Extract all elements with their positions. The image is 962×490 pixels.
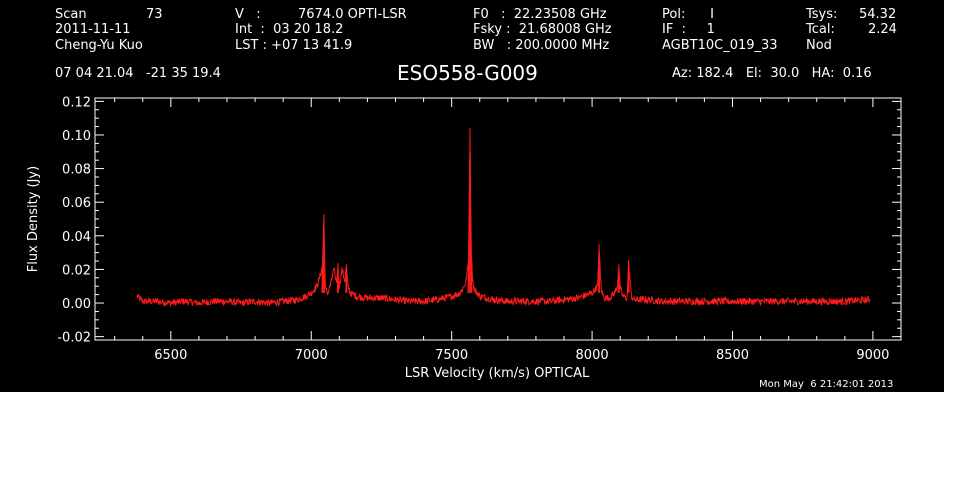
project-code: AGBT10C_019_33	[662, 38, 778, 53]
x-tick-label: 8500	[716, 348, 749, 363]
tsys-label: Tsys:	[806, 7, 838, 22]
tcal-label: Tcal:	[806, 22, 835, 37]
x-tick-label: 8000	[576, 348, 609, 363]
y-tick-label: 0.10	[62, 129, 91, 144]
scan-label: Scan	[55, 7, 87, 22]
observation-date: 2011-11-11	[55, 22, 131, 37]
y-tick-label: 0.08	[62, 163, 91, 178]
x-axis: 6500 7000 7500 8000 8500 9000	[114, 98, 902, 363]
spectrum-trace	[136, 128, 871, 307]
x-tick-label: 7000	[295, 348, 328, 363]
y-tick-label: 0.06	[62, 196, 91, 211]
polarization: Pol: I	[662, 7, 714, 22]
x-tick-label: 6500	[154, 348, 187, 363]
scan-value: 73	[146, 7, 163, 22]
velocity-value: 7674.0 OPTI-LSR	[298, 7, 407, 22]
velocity-label: V :	[235, 7, 261, 22]
tsys-value: 54.32	[859, 7, 897, 22]
observer-name: Cheng-Yu Kuo	[55, 38, 143, 53]
y-tick-label: 0.12	[62, 95, 91, 110]
x-tick-label: 7500	[435, 348, 468, 363]
y-tick-label: 0.02	[62, 263, 91, 278]
integration-time: Int : 03 20 18.2	[235, 22, 344, 37]
chart-title: ESO558-G009	[397, 61, 538, 85]
bandwidth: BW : 200.0000 MHz	[473, 38, 610, 53]
source-coordinates: 07 04 21.04 -21 35 19.4	[55, 66, 221, 81]
tcal-value: 2.24	[868, 22, 897, 37]
y-axis: -0.02 0.00 0.02 0.04 0.06 0.08 0.10 0.12	[57, 95, 901, 346]
x-axis-title: LSR Velocity (km/s) OPTICAL	[405, 366, 590, 381]
lst-readout: LST : +07 13 41.9	[235, 38, 353, 53]
y-tick-label: 0.00	[62, 297, 91, 312]
observing-mode: Nod	[806, 38, 832, 53]
x-tick-label: 9000	[856, 348, 889, 363]
y-tick-label: -0.02	[57, 331, 91, 346]
sky-frequency: Fsky : 21.68008 GHz	[473, 22, 612, 37]
plot-timestamp: Mon May 6 21:42:01 2013	[759, 379, 894, 390]
y-tick-label: 0.04	[62, 230, 91, 245]
if-number: IF : 1	[662, 22, 715, 37]
rest-frequency: F0 : 22.23508 GHz	[473, 7, 607, 22]
spectrum-panel: Scan 73 2011-11-11 Cheng-Yu Kuo V : 7674…	[0, 0, 944, 392]
spectrum-plot: 6500 7000 7500 8000 8500 9000 -0.02 0.00 0.02 0.…	[26, 95, 902, 381]
pointing-readout: Az: 182.4 El: 30.0 HA: 0.16	[672, 66, 872, 81]
y-axis-title: Flux Density (Jy)	[26, 166, 41, 272]
